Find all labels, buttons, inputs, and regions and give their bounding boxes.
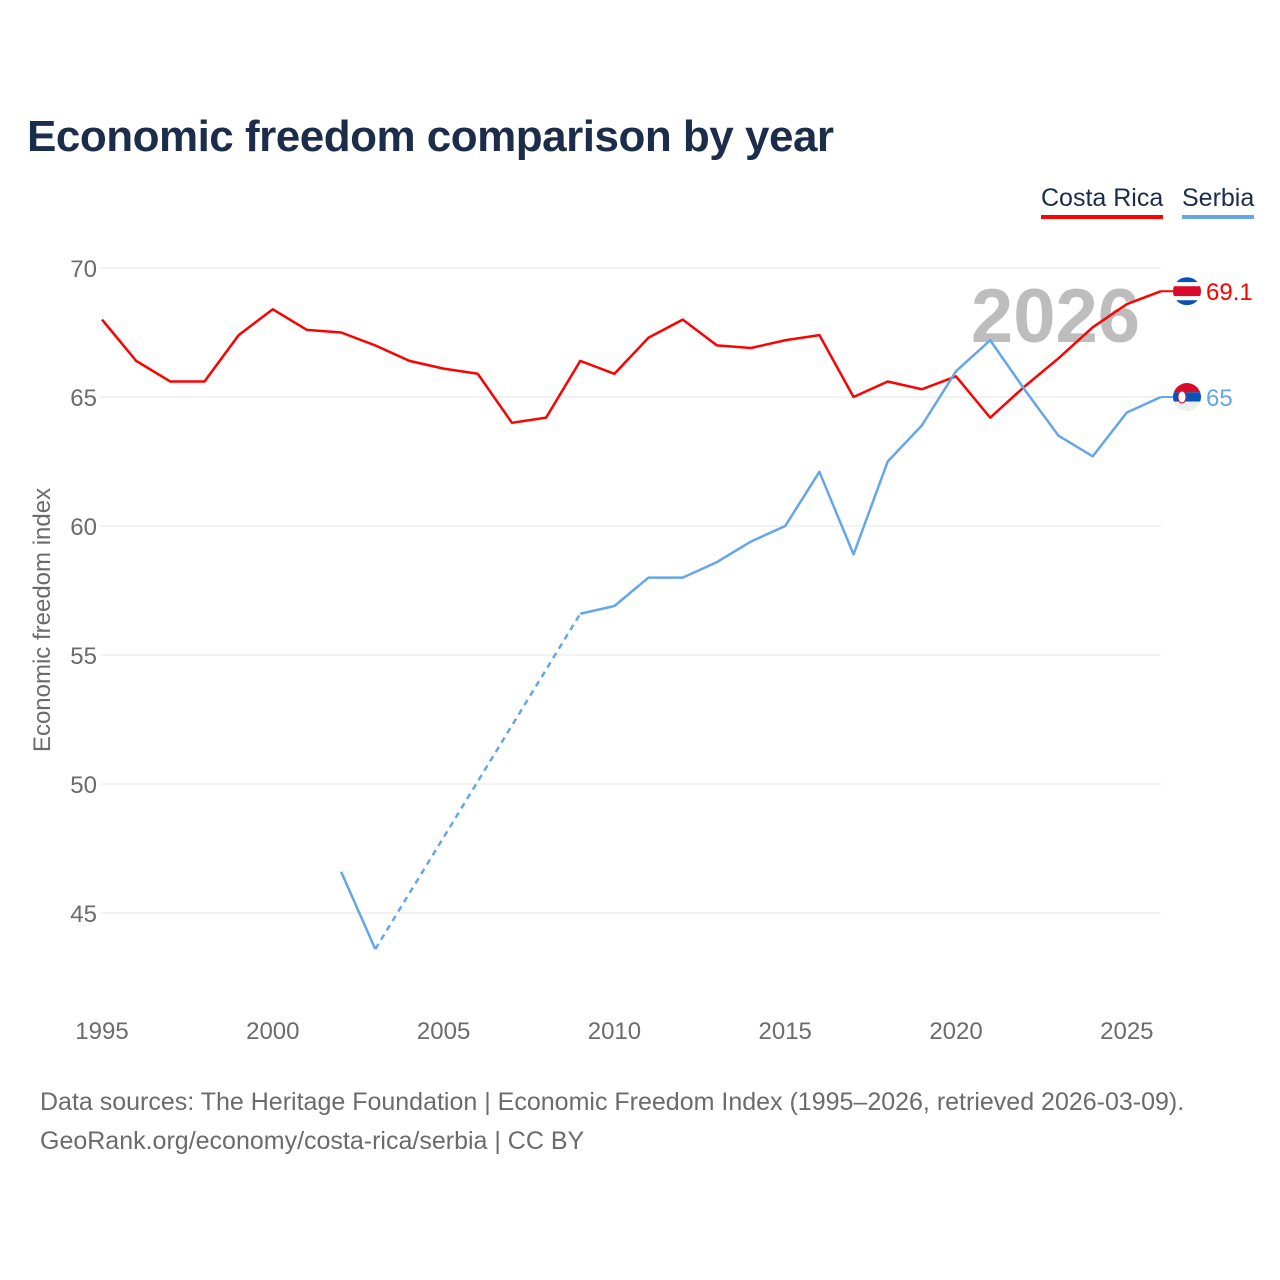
series-gap-dashed <box>374 613 582 950</box>
x-tick-label: 2010 <box>588 1018 641 1045</box>
series-line-serbia <box>339 871 377 950</box>
y-tick-label: 55 <box>70 643 97 670</box>
x-tick-label: 2015 <box>759 1018 812 1045</box>
chart-title: Economic freedom comparison by year <box>27 112 834 161</box>
x-tick-label: 1995 <box>75 1018 128 1045</box>
legend-serbia[interactable]: Serbia <box>1182 184 1255 219</box>
footer-attribution: GeoRank.org/economy/costa-rica/serbia | … <box>40 1127 585 1155</box>
x-tick-label: 2020 <box>929 1018 982 1045</box>
series-line-costa-rica <box>101 290 1162 425</box>
costa-rica-flag-icon <box>1173 277 1201 306</box>
y-axis-label: Economic freedom index <box>29 488 56 752</box>
y-tick-label: 45 <box>70 901 97 928</box>
y-tick-label: 50 <box>70 772 97 799</box>
y-tick-label: 60 <box>70 514 97 541</box>
footer-sources: Data sources: The Heritage Foundation | … <box>40 1088 1185 1116</box>
y-tick-label: 65 <box>70 385 97 412</box>
x-tick-label: 2025 <box>1100 1018 1153 1045</box>
end-value-label: 65 <box>1206 385 1233 412</box>
serbia-flag-icon <box>1173 383 1201 411</box>
legend-costa-rica[interactable]: Costa Rica <box>1041 184 1164 219</box>
series-line-serbia <box>579 338 1162 615</box>
year-watermark: 2026 <box>971 274 1140 359</box>
end-value-label: 69.1 <box>1206 279 1253 306</box>
x-tick-label: 2000 <box>246 1018 299 1045</box>
x-tick-label: 2005 <box>417 1018 470 1045</box>
y-tick-label: 70 <box>70 256 97 283</box>
